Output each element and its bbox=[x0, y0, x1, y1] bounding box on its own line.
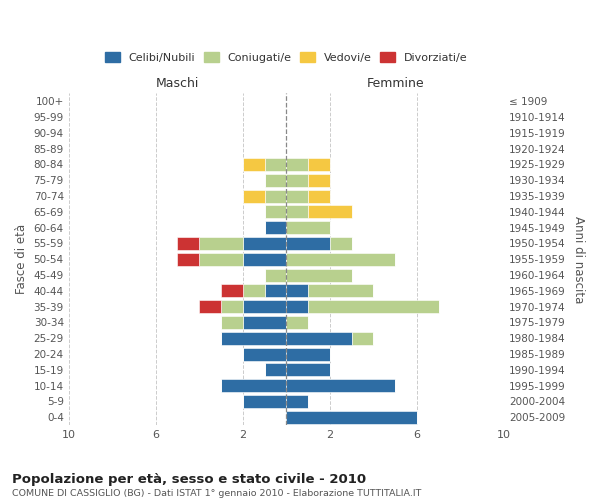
Bar bbox=[199, 300, 221, 313]
Bar bbox=[286, 316, 308, 329]
Bar bbox=[308, 158, 330, 171]
Bar bbox=[286, 237, 330, 250]
Bar bbox=[243, 395, 286, 408]
Legend: Celibi/Nubili, Coniugati/e, Vedovi/e, Divorziati/e: Celibi/Nubili, Coniugati/e, Vedovi/e, Di… bbox=[105, 52, 467, 63]
Bar bbox=[265, 206, 286, 218]
Bar bbox=[243, 348, 286, 360]
Bar bbox=[308, 174, 330, 186]
Bar bbox=[265, 268, 286, 281]
Bar bbox=[199, 253, 243, 266]
Bar bbox=[286, 268, 352, 281]
Bar bbox=[286, 411, 417, 424]
Bar bbox=[286, 174, 308, 186]
Bar bbox=[286, 364, 330, 376]
Bar bbox=[286, 379, 395, 392]
Bar bbox=[221, 316, 243, 329]
Bar bbox=[199, 237, 243, 250]
Bar bbox=[286, 395, 308, 408]
Bar bbox=[178, 237, 199, 250]
Bar bbox=[286, 221, 330, 234]
Bar bbox=[178, 253, 199, 266]
Bar bbox=[286, 348, 330, 360]
Bar bbox=[265, 190, 286, 202]
Bar bbox=[265, 221, 286, 234]
Bar bbox=[221, 332, 286, 344]
Bar bbox=[243, 237, 286, 250]
Bar bbox=[286, 284, 308, 298]
Bar bbox=[243, 316, 286, 329]
Bar bbox=[265, 158, 286, 171]
Bar bbox=[308, 284, 373, 298]
Bar bbox=[221, 379, 286, 392]
Bar bbox=[286, 332, 352, 344]
Bar bbox=[265, 364, 286, 376]
Y-axis label: Anni di nascita: Anni di nascita bbox=[572, 216, 585, 303]
Bar bbox=[286, 206, 308, 218]
Bar bbox=[265, 284, 286, 298]
Text: COMUNE DI CASSIGLIO (BG) - Dati ISTAT 1° gennaio 2010 - Elaborazione TUTTITALIA.: COMUNE DI CASSIGLIO (BG) - Dati ISTAT 1°… bbox=[12, 489, 421, 498]
Bar bbox=[265, 174, 286, 186]
Bar bbox=[221, 300, 243, 313]
Bar bbox=[243, 158, 265, 171]
Text: Maschi: Maschi bbox=[156, 77, 199, 90]
Bar bbox=[286, 158, 308, 171]
Text: Femmine: Femmine bbox=[367, 77, 424, 90]
Bar bbox=[286, 190, 308, 202]
Bar bbox=[286, 300, 308, 313]
Bar bbox=[243, 284, 265, 298]
Bar bbox=[286, 253, 395, 266]
Bar bbox=[308, 300, 439, 313]
Y-axis label: Fasce di età: Fasce di età bbox=[15, 224, 28, 294]
Text: Popolazione per età, sesso e stato civile - 2010: Popolazione per età, sesso e stato civil… bbox=[12, 472, 366, 486]
Bar bbox=[330, 237, 352, 250]
Bar bbox=[243, 300, 286, 313]
Bar bbox=[243, 253, 286, 266]
Bar bbox=[243, 190, 265, 202]
Bar bbox=[308, 206, 352, 218]
Bar bbox=[352, 332, 373, 344]
Bar bbox=[221, 284, 243, 298]
Bar bbox=[308, 190, 330, 202]
